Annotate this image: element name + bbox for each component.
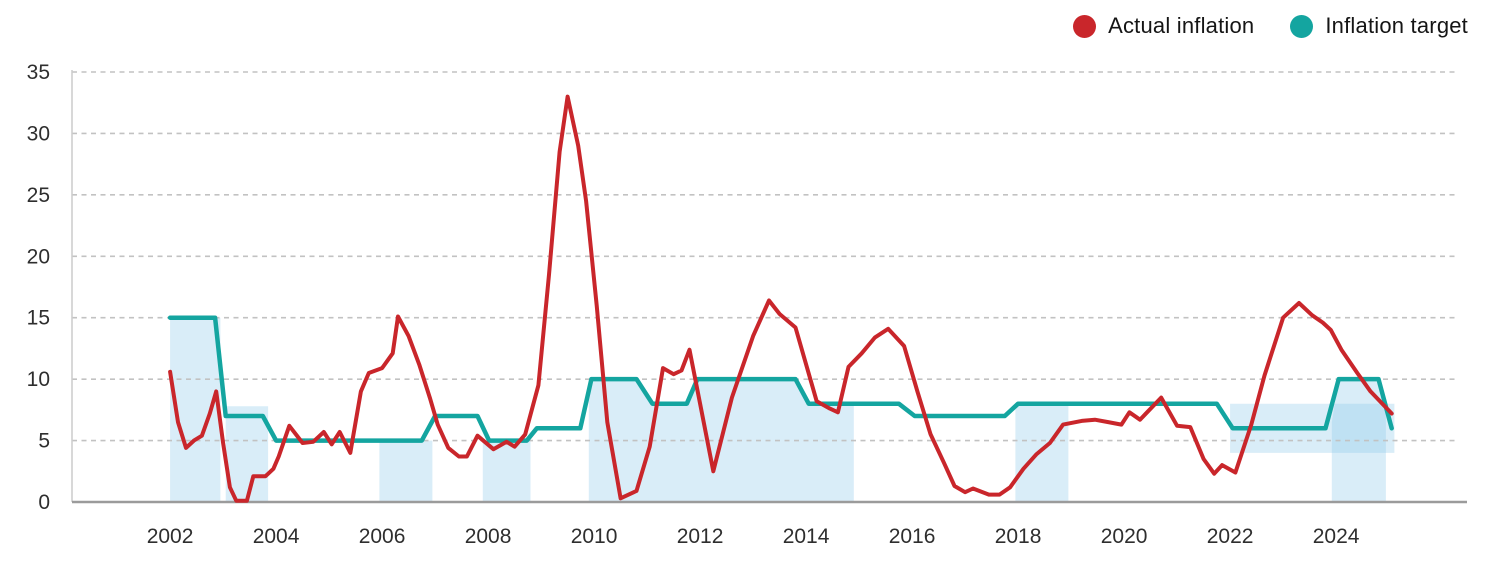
legend-label-actual: Actual inflation bbox=[1108, 13, 1255, 38]
x-axis-tick-label: 2010 bbox=[571, 525, 618, 548]
target-band-area bbox=[1015, 403, 1069, 502]
x-axis-tick-label: 2020 bbox=[1101, 525, 1148, 548]
x-axis-tick-label: 2008 bbox=[465, 525, 512, 548]
y-axis-tick-label: 5 bbox=[38, 430, 50, 453]
target-band-area bbox=[170, 317, 221, 502]
y-axis-tick-label: 0 bbox=[38, 491, 50, 514]
actual-inflation-line bbox=[168, 94, 1394, 503]
legend-label-target: Inflation target bbox=[1325, 13, 1468, 38]
y-axis-tick-label: 20 bbox=[27, 245, 50, 268]
inflation-target-line bbox=[167, 315, 1394, 443]
x-axis-tick-label: 2012 bbox=[677, 525, 724, 548]
x-axis-tick-label: 2004 bbox=[253, 525, 300, 548]
legend-item-target: Inflation target bbox=[1290, 13, 1468, 39]
target-band-area bbox=[482, 440, 531, 502]
legend-item-actual: Actual inflation bbox=[1073, 13, 1254, 39]
y-axis-tick-label: 10 bbox=[27, 368, 50, 391]
chart-legend: Actual inflation Inflation target bbox=[1073, 13, 1468, 39]
y-axis-tick-label: 15 bbox=[27, 307, 50, 330]
x-axis-tick-label: 2014 bbox=[783, 525, 830, 548]
actual-inflation-dot-icon bbox=[1073, 14, 1097, 38]
y-axis-tick-label: 30 bbox=[27, 122, 50, 145]
target-band-area bbox=[379, 440, 433, 502]
x-axis-tick-label: 2024 bbox=[1313, 525, 1360, 548]
x-axis-tick-label: 2006 bbox=[359, 525, 406, 548]
x-axis-tick-label: 2022 bbox=[1207, 525, 1254, 548]
x-axis-tick-label: 2002 bbox=[147, 525, 194, 548]
y-axis-tick-label: 35 bbox=[27, 61, 50, 84]
inflation-target-dot-icon bbox=[1290, 14, 1314, 38]
y-axis-tick-label: 25 bbox=[27, 184, 50, 207]
x-axis-tick-label: 2016 bbox=[889, 525, 936, 548]
x-axis-tick-label: 2018 bbox=[995, 525, 1042, 548]
